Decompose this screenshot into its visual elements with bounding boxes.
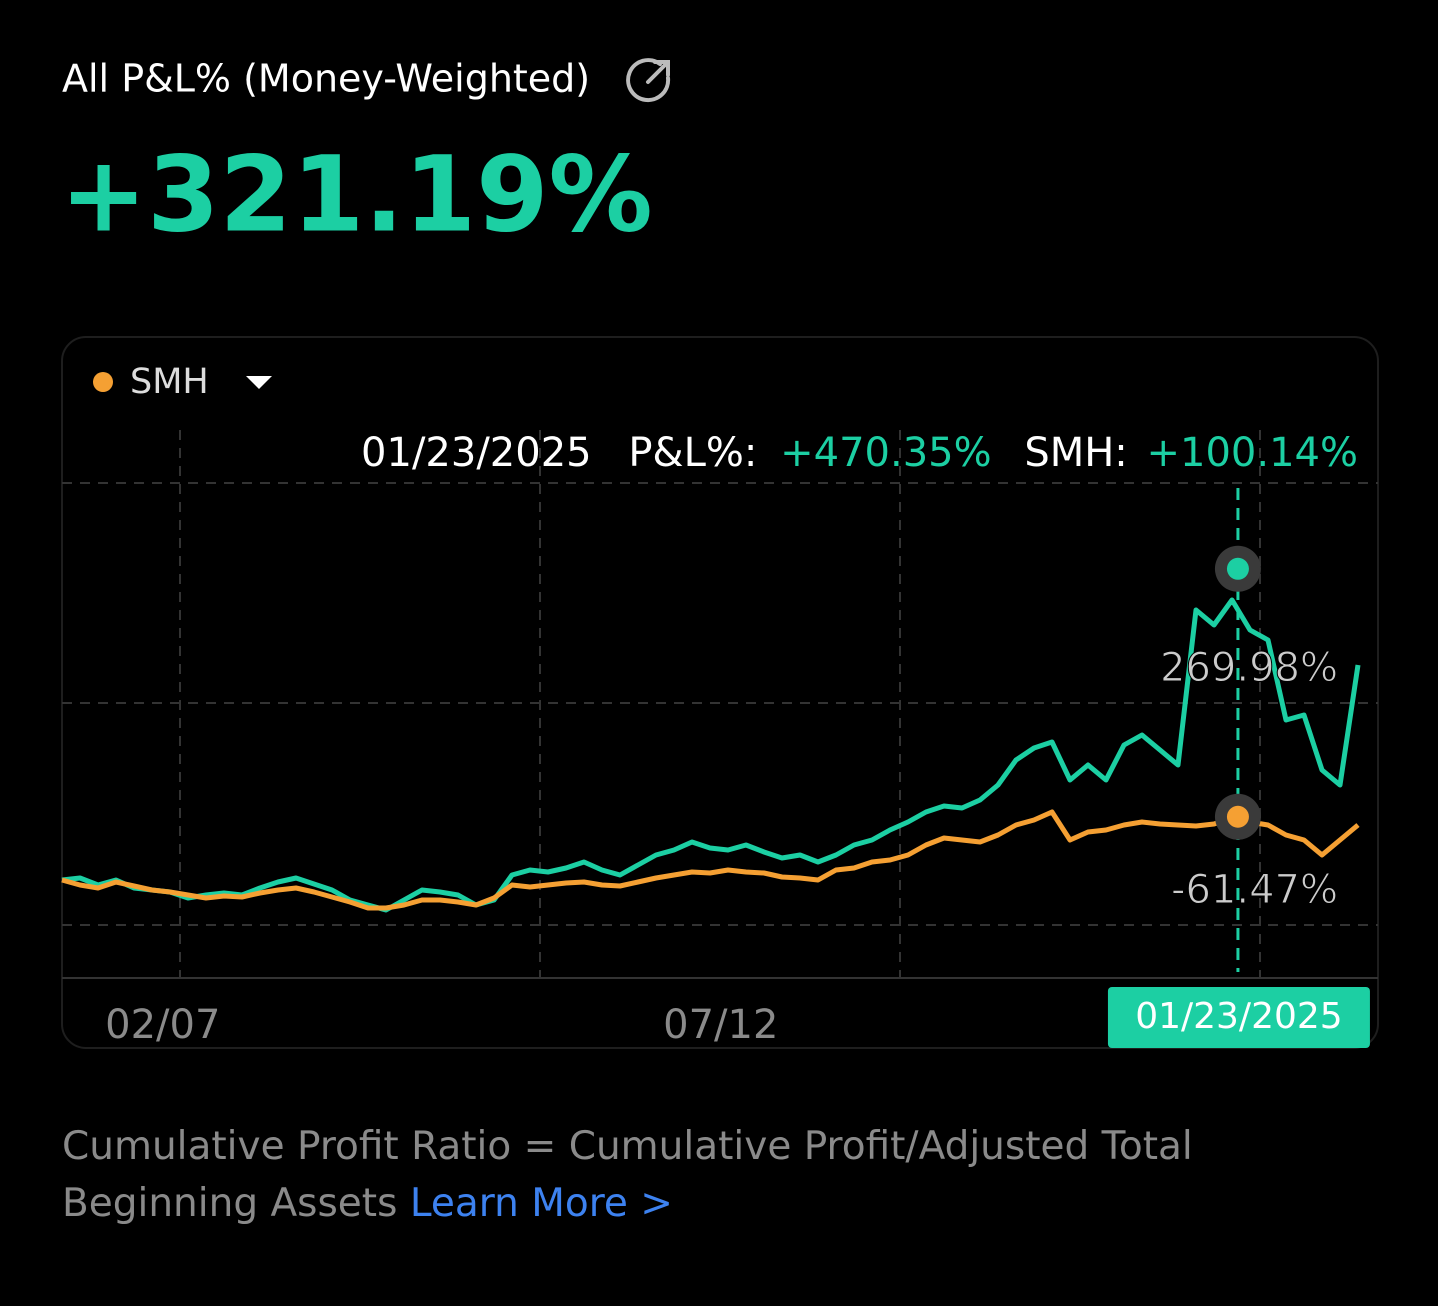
tooltip: 01/23/2025 P&L%: +470.35% SMH: +100.14%	[361, 430, 1358, 476]
y-tick-label: 269.98%	[1160, 645, 1338, 691]
learn-more-link[interactable]: Learn More >	[409, 1181, 673, 1226]
marker	[1226, 557, 1249, 580]
legend[interactable]: SMH	[93, 362, 272, 402]
share-icon-circle	[626, 58, 671, 103]
legend-label: SMH	[130, 362, 209, 402]
tooltip-value: +100.14%	[1147, 430, 1358, 476]
share-icon[interactable]	[626, 58, 671, 103]
cursor-label-box	[1107, 987, 1370, 1048]
series-line	[61, 597, 1361, 913]
tooltip-value: +470.35%	[780, 430, 991, 476]
chart-card	[61, 336, 1379, 1049]
plot: 269.98% -61.47% 02/07 07/12 01/23/2025	[61, 488, 1378, 1048]
share-icon-arrow	[646, 60, 670, 84]
cursor-label: 01/23/2025	[1135, 996, 1343, 1037]
x-tick-label: 02/07	[105, 1002, 220, 1048]
tooltip-label: P&L%:	[628, 430, 757, 476]
title: All P&L% (Money-Weighted)	[62, 57, 590, 101]
x-tick-label: 07/12	[663, 1002, 778, 1048]
tooltip-label: SMH:	[1024, 430, 1127, 476]
series-line	[61, 809, 1360, 911]
total-value: +321.19%	[60, 133, 653, 255]
y-tick-label: -61.47%	[1171, 867, 1338, 913]
tooltip-date: 01/23/2025	[361, 430, 592, 476]
footer: Cumulative Profit Ratio = Cumulative Pro…	[62, 1118, 1262, 1232]
marker	[1226, 805, 1249, 828]
dropdown-arrow	[246, 376, 272, 389]
footer-text: Cumulative Profit Ratio = Cumulative Pro…	[62, 1124, 1193, 1226]
legend-dot	[93, 372, 113, 392]
